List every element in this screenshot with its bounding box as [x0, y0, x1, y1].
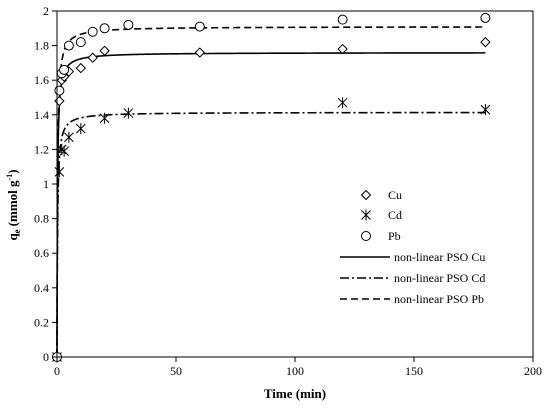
y-tick-label: 1.2: [34, 142, 49, 156]
data-point: [194, 47, 206, 58]
legend-label: Cu: [388, 188, 402, 202]
data-point: [99, 112, 110, 124]
legend-label: Pb: [388, 229, 401, 243]
x-tick-label: 150: [405, 364, 423, 378]
legend-marker: [361, 231, 371, 241]
y-axis-title-main: q: [5, 233, 20, 241]
data-point: [64, 131, 74, 143]
x-tick-label: 200: [524, 364, 542, 378]
y-tick-label: 1: [43, 177, 49, 191]
data-point: [480, 36, 491, 48]
y-tick-label: 0: [43, 350, 49, 364]
x-tick-label: 0: [54, 364, 60, 378]
data-point: [337, 14, 348, 25]
y-axis-title: qe (mmol g-1): [5, 169, 22, 240]
x-tick-label: 100: [286, 364, 304, 378]
data-point: [99, 23, 110, 34]
data-point: [75, 123, 86, 135]
data-point: [194, 21, 205, 32]
series-line: [56, 52, 486, 357]
legend-marker: [361, 209, 371, 221]
x-tick-label: 50: [170, 364, 182, 378]
data-point: [59, 145, 69, 157]
legend-label: non-linear PSO Cu: [394, 250, 485, 264]
series-line: [56, 111, 486, 357]
legend-label: non-linear PSO Pb: [394, 292, 484, 306]
data-point: [123, 107, 134, 119]
data-point: [63, 40, 74, 51]
y-tick-label: 1.4: [34, 108, 49, 122]
y-tick-label: 0.8: [34, 212, 49, 226]
data-point: [99, 45, 110, 56]
legend-label: non-linear PSO Cd: [394, 271, 485, 285]
y-tick-label: 0.4: [34, 281, 49, 295]
y-tick-label: 0.6: [34, 246, 49, 260]
data-point: [54, 95, 65, 107]
data-point: [337, 43, 348, 55]
axes: 0 50 100 150 200 0 0.2 0.4 0.6 0.8 1 1.2 1.4 1.6 1.8 2: [34, 4, 542, 378]
data-point: [87, 52, 98, 63]
data-point: [54, 85, 65, 96]
y-tick-label: 0.2: [34, 315, 49, 329]
plot-area: [51, 12, 491, 363]
series-line: [56, 26, 486, 357]
data-point: [59, 64, 70, 75]
x-axis-title: Time (min): [264, 386, 326, 401]
data-point: [87, 26, 98, 37]
data-point: [54, 166, 65, 178]
data-point: [75, 37, 86, 48]
y-axis-title-close: ): [5, 169, 20, 173]
y-axis-title-sub: e: [12, 229, 22, 233]
y-tick-label: 2: [43, 4, 49, 18]
y-tick-label: 1.6: [34, 73, 49, 87]
y-axis-title-unit: (mmol g: [5, 180, 20, 226]
y-axis-title-sup: -1: [5, 174, 14, 181]
data-point: [480, 104, 491, 116]
data-point: [480, 12, 491, 23]
data-point: [337, 97, 348, 109]
legend-marker: [360, 189, 372, 201]
legend: Cu Cd Pb non-linear PSO Cu non-linear PSO Cd…: [340, 188, 485, 306]
legend-label: Cd: [388, 208, 402, 222]
data-point: [75, 62, 87, 74]
y-tick-label: 1.8: [34, 39, 49, 53]
data-point: [123, 19, 134, 30]
